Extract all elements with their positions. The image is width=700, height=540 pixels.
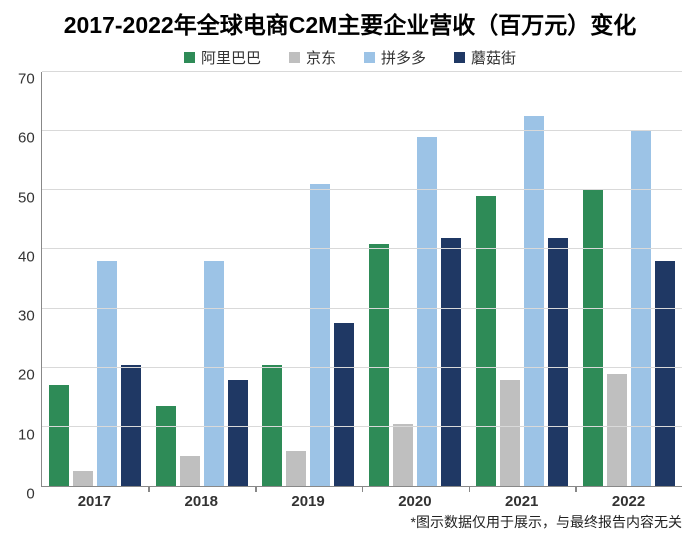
legend-swatch-icon [184, 52, 195, 63]
bar [476, 196, 496, 486]
legend: 阿里巴巴 京东 拼多多 蘑菇街 [18, 47, 682, 68]
x-tick-label: 2020 [361, 487, 468, 510]
legend-label: 京东 [306, 47, 336, 68]
bar-group [42, 72, 149, 486]
x-axis: 201720182019202020212022 [18, 487, 682, 510]
bar [228, 380, 248, 486]
plot-row: 706050403020100 [18, 72, 682, 487]
legend-item: 京东 [289, 47, 336, 68]
x-tick-mark [575, 486, 577, 492]
bar [524, 116, 544, 486]
legend-item: 蘑菇街 [454, 47, 516, 68]
legend-swatch-icon [454, 52, 465, 63]
x-tick-label: 2017 [41, 487, 148, 510]
x-tick-label: 2022 [575, 487, 682, 510]
bar [286, 451, 306, 486]
bar [500, 380, 520, 486]
bar [369, 244, 389, 486]
bar-group [575, 72, 682, 486]
gridline [42, 426, 682, 427]
x-tick-mark [469, 486, 471, 492]
legend-label: 阿里巴巴 [201, 47, 261, 68]
legend-label: 拼多多 [381, 47, 426, 68]
bar-groups [42, 72, 682, 486]
x-tick-mark [148, 486, 150, 492]
bar [310, 184, 330, 486]
bar [441, 238, 461, 486]
y-axis: 706050403020100 [18, 72, 41, 487]
legend-swatch-icon [289, 52, 300, 63]
bar-group [148, 72, 255, 486]
x-tick-label: 2021 [468, 487, 575, 510]
bar [334, 323, 354, 486]
gridline [42, 71, 682, 72]
bar [583, 190, 603, 486]
bar [180, 456, 200, 486]
legend-item: 拼多多 [364, 47, 426, 68]
bar [631, 131, 651, 486]
bar [49, 385, 69, 486]
bar [655, 261, 675, 486]
plot-area [41, 72, 682, 487]
chart-footnote: *图示数据仅用于展示，与最终报告内容无关 [18, 512, 682, 532]
bar [156, 406, 176, 486]
legend-item: 阿里巴巴 [184, 47, 261, 68]
gridline [42, 130, 682, 131]
legend-label: 蘑菇街 [471, 47, 516, 68]
bar [204, 261, 224, 486]
gridline [42, 248, 682, 249]
bar [97, 261, 117, 486]
chart-container: 2017-2022年全球电商C2M主要企业营收（百万元）变化 阿里巴巴 京东 拼多多… [0, 0, 700, 540]
x-tick-label: 2019 [255, 487, 362, 510]
x-tick-label: 2018 [148, 487, 255, 510]
bar-group [362, 72, 469, 486]
legend-swatch-icon [364, 52, 375, 63]
bar [548, 238, 568, 486]
gridline [42, 367, 682, 368]
bar [73, 471, 93, 486]
bar [393, 424, 413, 486]
bar [607, 374, 627, 486]
gridline [42, 189, 682, 190]
bar-group [255, 72, 362, 486]
x-tick-mark [255, 486, 257, 492]
gridline [42, 308, 682, 309]
x-tick-mark [362, 486, 364, 492]
bar-group [469, 72, 576, 486]
chart-title: 2017-2022年全球电商C2M主要企业营收（百万元）变化 [18, 10, 682, 41]
